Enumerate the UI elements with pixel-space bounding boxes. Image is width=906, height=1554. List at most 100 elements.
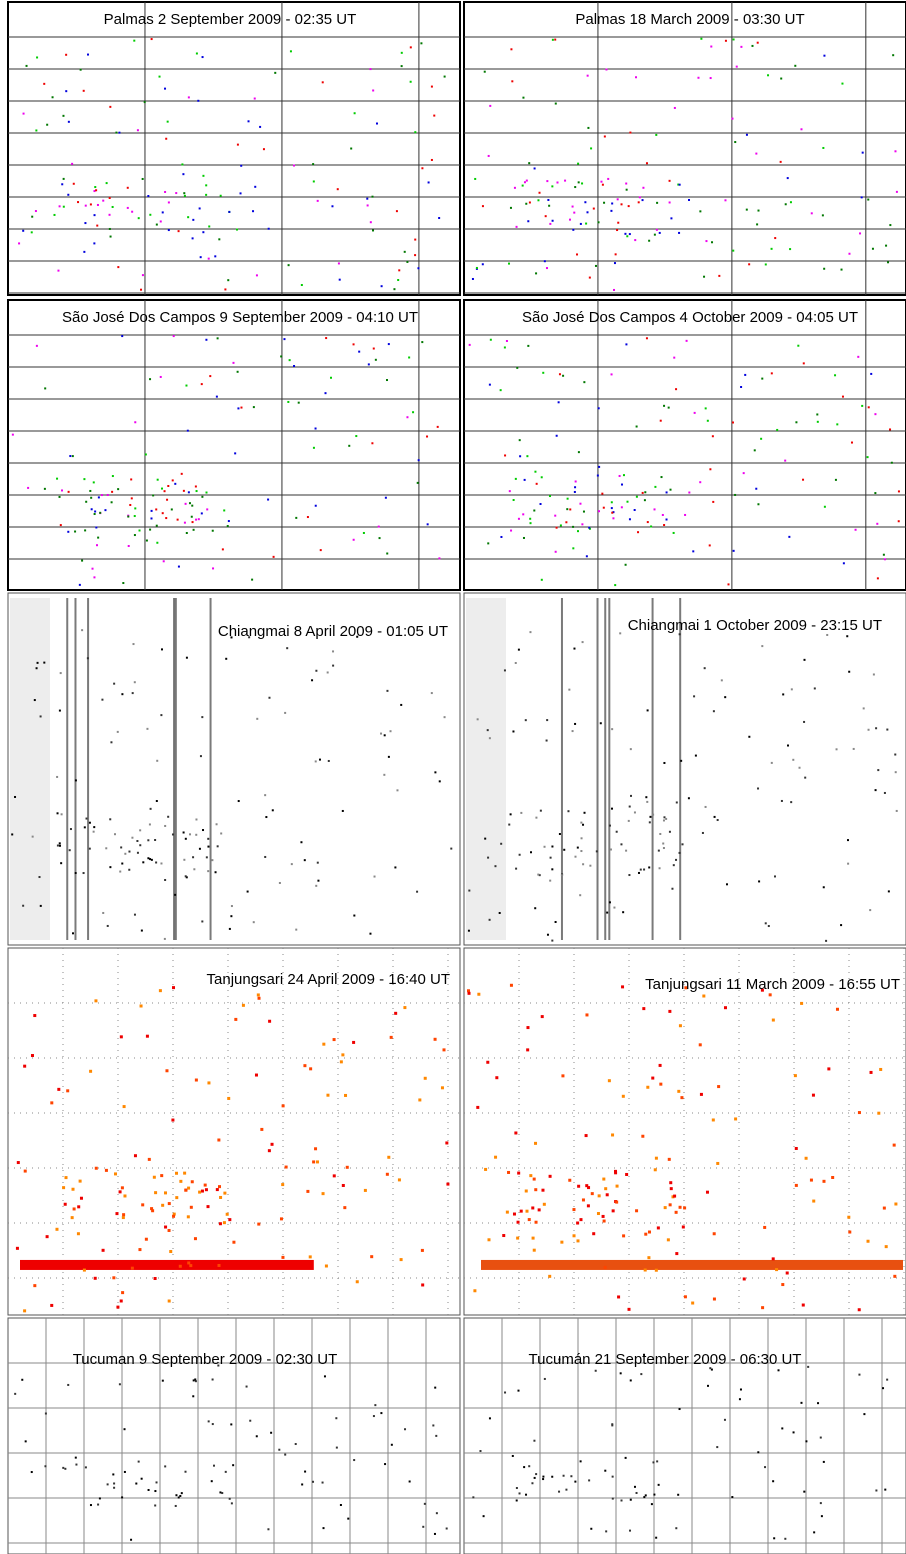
- echo-dot: [629, 1530, 631, 1532]
- echo-dot: [184, 195, 186, 197]
- echo-dot: [317, 200, 319, 202]
- echo-dot: [57, 812, 59, 814]
- echo-dot: [644, 1233, 647, 1236]
- echo-dot: [565, 521, 567, 523]
- echo-dot: [265, 816, 267, 818]
- echo-dot: [544, 846, 546, 848]
- echo-dot: [560, 524, 562, 526]
- echo-dot: [577, 530, 579, 532]
- echo-dot: [590, 1528, 592, 1530]
- echo-dot: [109, 197, 111, 199]
- echo-dot: [267, 1528, 269, 1530]
- echo-dot: [611, 202, 613, 204]
- echo-dot: [531, 1482, 533, 1484]
- echo-dot: [194, 1378, 196, 1380]
- echo-dot: [200, 256, 202, 258]
- echo-dot: [606, 912, 608, 914]
- echo-dot: [171, 1119, 174, 1122]
- echo-dot: [89, 822, 91, 824]
- echo-dot: [142, 274, 144, 276]
- echo-dot: [346, 1166, 349, 1169]
- echo-dot: [483, 1515, 485, 1517]
- echo-dot: [567, 498, 569, 500]
- echo-dot: [401, 52, 403, 54]
- echo-dot: [387, 1156, 390, 1159]
- echo-dot: [581, 523, 583, 525]
- echo-dot: [57, 270, 59, 272]
- echo-dot: [324, 1375, 326, 1377]
- echo-dot: [812, 1200, 815, 1203]
- echo-dot: [396, 789, 398, 791]
- echo-dot: [661, 476, 663, 478]
- echo-dot: [663, 524, 665, 526]
- echo-dot: [284, 712, 286, 714]
- echo-dot: [572, 206, 574, 208]
- echo-dot: [175, 1494, 177, 1496]
- echo-dot: [555, 921, 557, 923]
- echo-dot: [149, 378, 151, 380]
- echo-dot: [761, 645, 763, 647]
- echo-dot: [612, 1498, 614, 1500]
- echo-dot: [545, 215, 547, 217]
- echo-dot: [651, 1503, 653, 1505]
- echo-dot: [24, 1170, 27, 1173]
- echo-dot: [437, 426, 439, 428]
- echo-dot: [572, 1208, 575, 1211]
- echo-dot: [267, 499, 269, 501]
- echo-dot: [527, 345, 529, 347]
- echo-dot: [107, 494, 109, 496]
- echo-dot: [611, 1423, 613, 1425]
- echo-dot: [484, 838, 486, 840]
- echo-dot: [663, 847, 665, 849]
- echo-dot: [831, 1176, 834, 1179]
- echo-dot: [367, 204, 369, 206]
- echo-dot: [386, 1173, 389, 1176]
- echo-dot: [195, 1380, 197, 1382]
- echo-dot: [156, 800, 158, 802]
- echo-dot: [33, 1014, 36, 1017]
- echo-dot: [192, 219, 194, 221]
- echo-dot: [820, 1437, 822, 1439]
- echo-dot: [604, 1470, 606, 1472]
- echo-dot: [468, 992, 471, 995]
- echo-dot: [507, 1171, 510, 1174]
- echo-dot: [487, 1238, 490, 1241]
- echo-dot: [600, 181, 602, 183]
- echo-dot: [793, 1431, 795, 1433]
- echo-dot: [635, 1209, 638, 1212]
- echo-dot: [340, 1504, 342, 1506]
- echo-dot: [776, 429, 778, 431]
- echo-dot: [874, 413, 876, 415]
- echo-dot: [680, 760, 682, 762]
- echo-dot: [128, 851, 130, 853]
- echo-dot: [810, 1179, 813, 1182]
- echo-dot: [598, 1194, 601, 1197]
- echo-dot: [655, 134, 657, 136]
- echo-dot: [134, 534, 136, 536]
- echo-dot: [146, 728, 148, 730]
- echo-dot: [525, 719, 527, 721]
- echo-dot: [568, 689, 570, 691]
- echo-dot: [795, 1147, 798, 1150]
- echo-dot: [625, 343, 627, 345]
- echo-dot: [134, 914, 136, 916]
- echo-dot: [141, 1478, 143, 1480]
- echo-dot: [93, 826, 95, 828]
- echo-dot: [107, 1483, 109, 1485]
- echo-dot: [712, 1118, 715, 1121]
- echo-dot: [748, 736, 750, 738]
- echo-dot: [195, 485, 197, 487]
- echo-dot: [181, 473, 183, 475]
- echo-dot: [161, 488, 163, 490]
- echo-dot: [551, 940, 553, 942]
- echo-dot: [144, 101, 146, 103]
- echo-dot: [215, 871, 217, 873]
- echo-dot: [363, 532, 365, 534]
- echo-dot: [364, 1189, 367, 1192]
- echo-dot: [800, 1002, 803, 1005]
- echo-dot: [26, 65, 28, 67]
- echo-dot: [300, 841, 302, 843]
- echo-dot: [212, 1423, 214, 1425]
- echo-dot: [72, 455, 74, 457]
- echo-dot: [666, 491, 668, 493]
